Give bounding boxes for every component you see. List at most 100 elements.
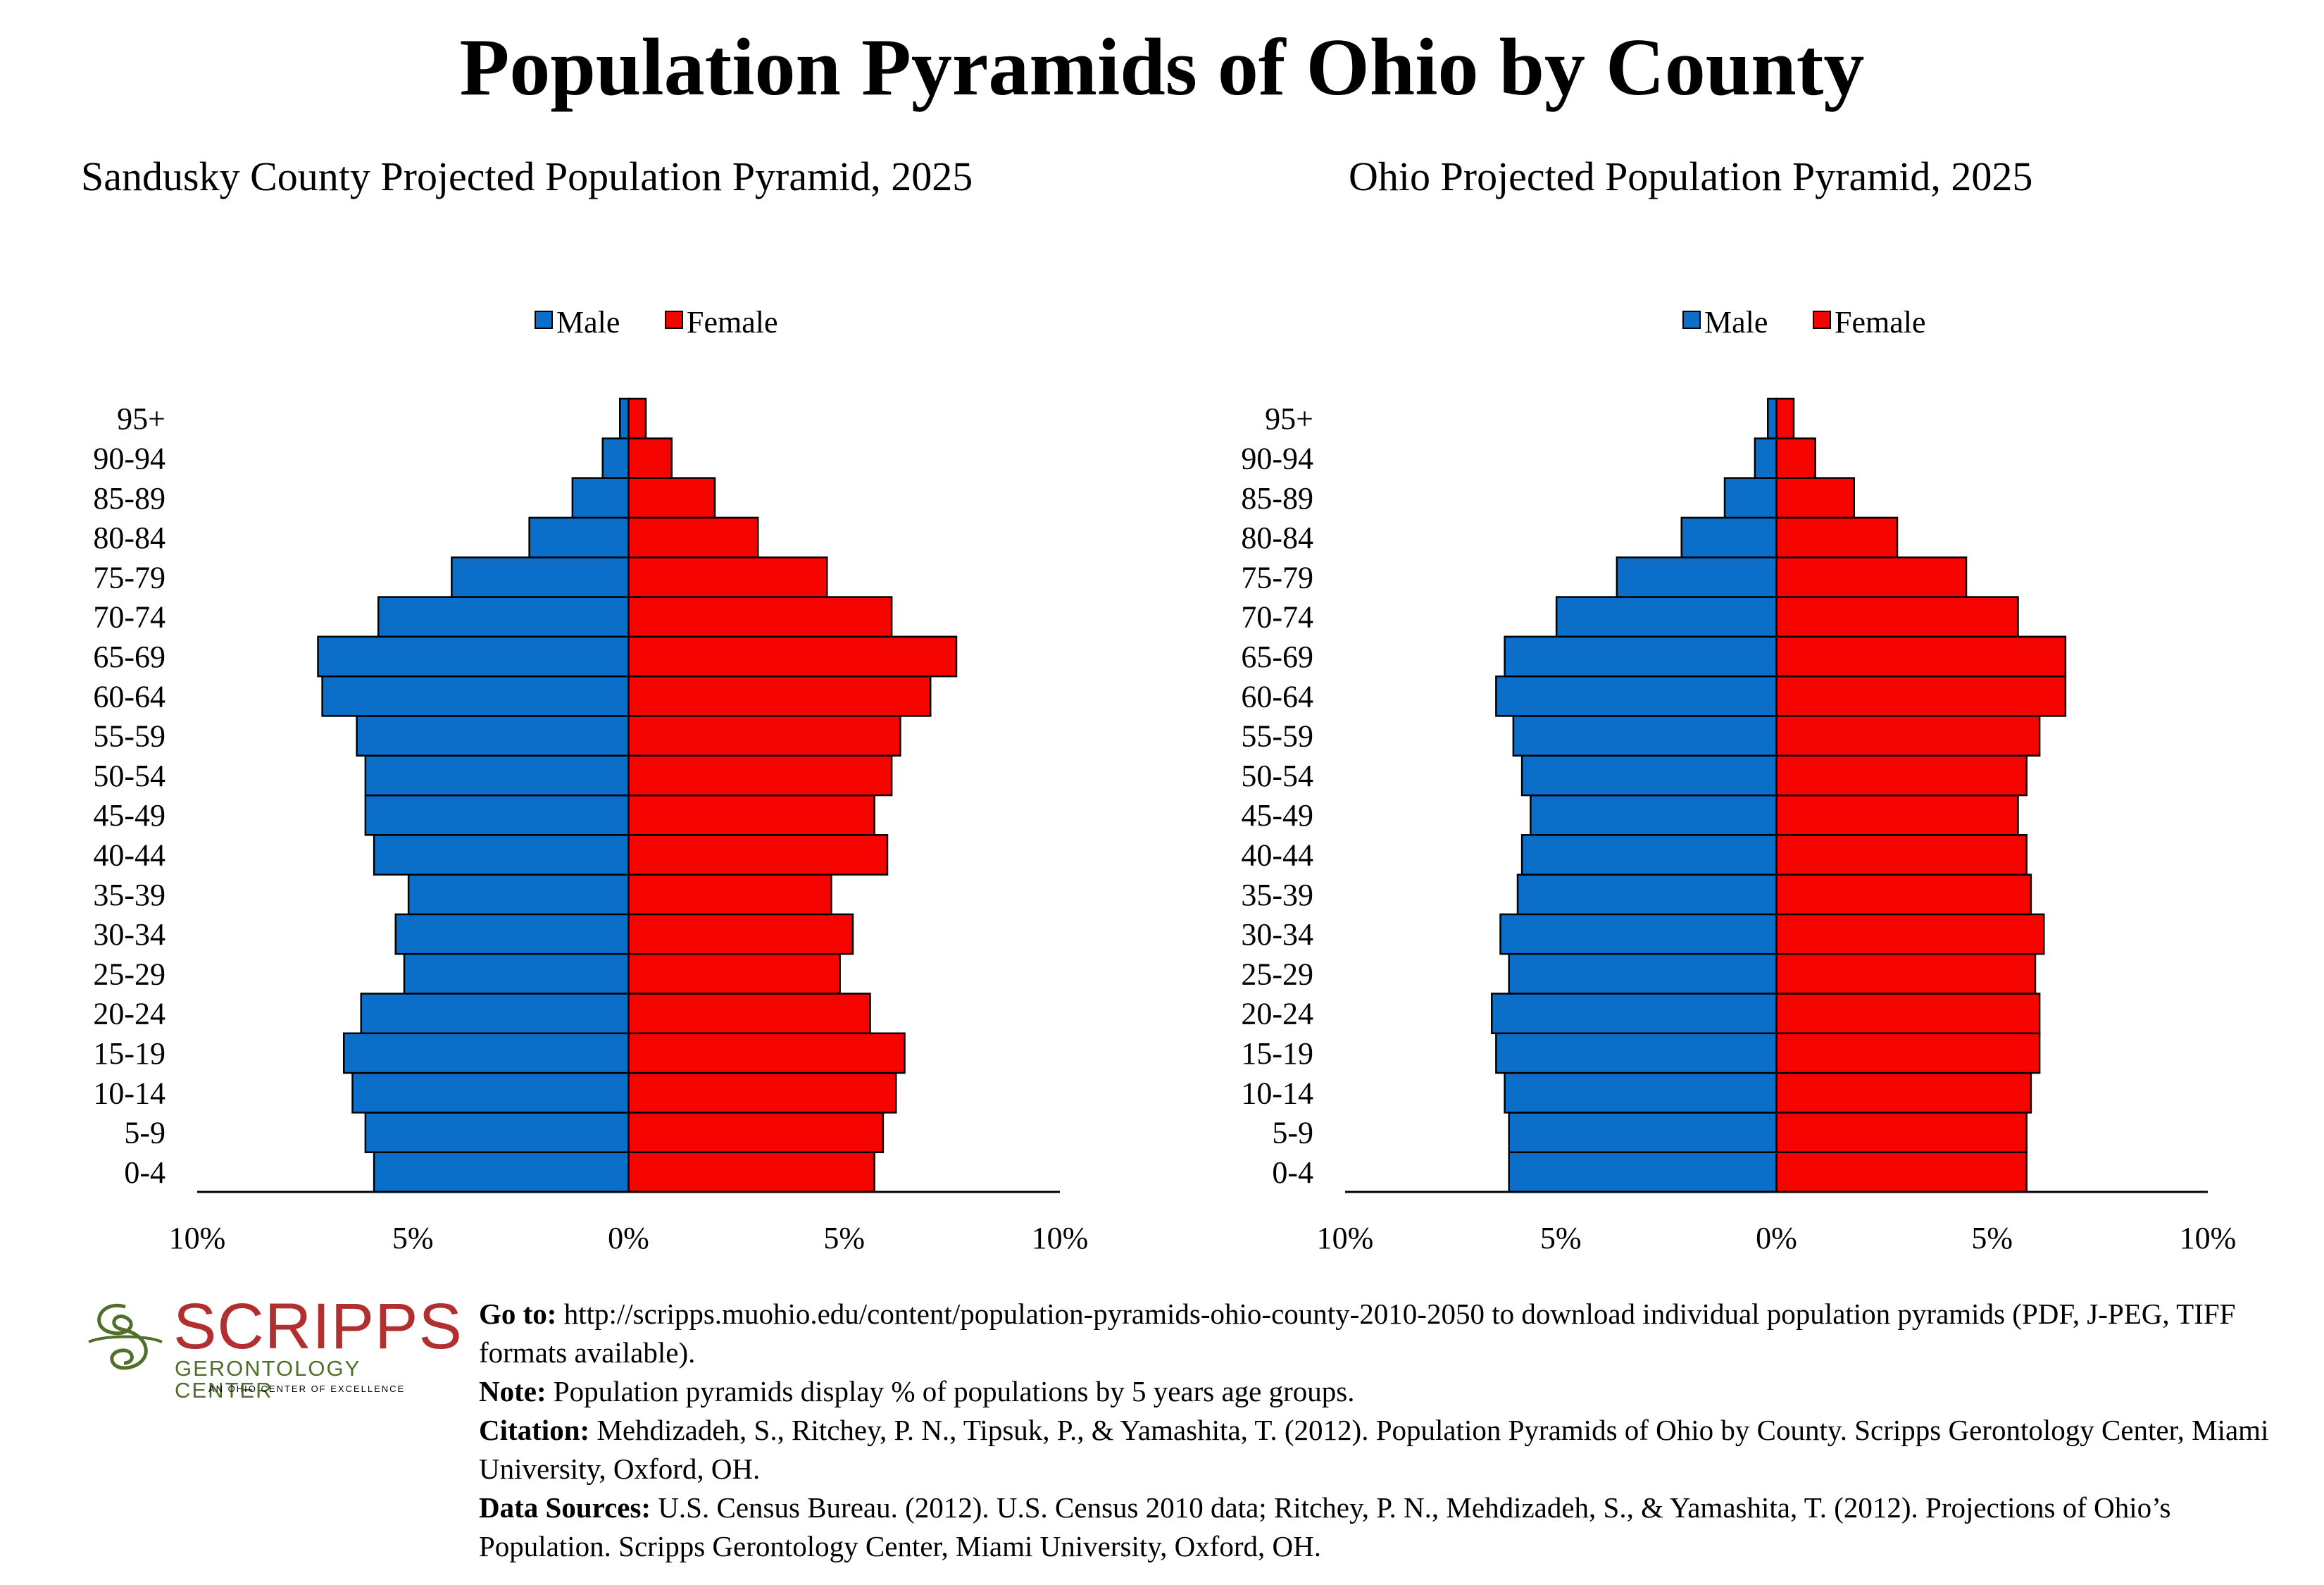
legend-male-label: Male: [1704, 305, 1768, 340]
sources-text: U.S. Census Bureau. (2012). U.S. Census …: [479, 1491, 2171, 1562]
footer-notes: Go to: http://scripps.muohio.edu/content…: [479, 1295, 2310, 1566]
male-bar: [403, 952, 630, 995]
male-bar: [343, 1032, 630, 1074]
logo-wordmark: SCRIPPS: [173, 1291, 463, 1362]
female-bar: [627, 635, 958, 678]
female-bar: [627, 913, 854, 955]
male-bar: [317, 635, 630, 678]
charts-canvas: Sandusky County Projected Population Pyr…: [81, 154, 2237, 1255]
age-group-label: 25-29: [1241, 957, 1313, 991]
x-tick-label: 10%: [1317, 1221, 1374, 1255]
female-bar: [627, 1071, 897, 1114]
age-group-label: 15-19: [1241, 1036, 1313, 1071]
male-bar: [394, 913, 630, 955]
age-group-label: 0-4: [1272, 1155, 1313, 1190]
female-bar: [1775, 874, 2032, 916]
legend-female-label: Female: [1835, 305, 1926, 340]
female-bar: [627, 556, 828, 598]
age-group-label: 50-54: [93, 759, 165, 793]
age-group-label: 25-29: [93, 957, 165, 991]
female-bar: [1775, 437, 1816, 479]
female-bar: [627, 1151, 875, 1193]
footer-sources: Data Sources: U.S. Census Bureau. (2012)…: [479, 1488, 2310, 1566]
male-bar: [1530, 794, 1778, 836]
male-bar: [1520, 834, 1778, 876]
male-bar: [1499, 913, 1778, 955]
x-tick-label: 0%: [1756, 1221, 1797, 1255]
age-group-label: 60-64: [1241, 679, 1313, 714]
legend-female-label: Female: [687, 305, 778, 340]
female-bar: [1775, 715, 2041, 757]
age-group-label: 5-9: [124, 1116, 165, 1150]
age-group-label: 65-69: [93, 640, 165, 674]
age-group-label: 70-74: [1241, 600, 1313, 635]
age-group-label: 80-84: [1241, 521, 1313, 555]
age-group-label: 55-59: [93, 719, 165, 754]
goto-label: Go to:: [479, 1298, 557, 1330]
age-group-label: 60-64: [93, 679, 165, 714]
male-bar: [364, 794, 630, 836]
male-bar: [373, 1151, 630, 1193]
age-group-label: 10-14: [93, 1076, 165, 1110]
female-bar: [627, 952, 841, 995]
female-bar: [627, 874, 832, 916]
male-bar: [1512, 715, 1778, 757]
male-bar: [377, 596, 630, 638]
x-tick-label: 10%: [169, 1221, 226, 1255]
age-group-label: 75-79: [93, 560, 165, 595]
goto-text: http://scripps.muohio.edu/content/popula…: [479, 1298, 2236, 1369]
female-bar: [1775, 754, 2028, 797]
age-group-label: 15-19: [93, 1036, 165, 1071]
age-group-label: 85-89: [93, 481, 165, 516]
male-bar: [360, 993, 630, 1035]
page-title: Population Pyramids of Ohio by County: [459, 23, 1865, 113]
female-bar: [1775, 952, 2037, 995]
male-bar: [1516, 874, 1778, 916]
female-bar: [1775, 1112, 2028, 1153]
scripps-logo: SCRIPPS GERONTOLOGY CENTER AN OHIO CENTE…: [83, 1291, 463, 1401]
x-tick-label: 10%: [2180, 1221, 2237, 1255]
female-bar: [1775, 834, 2028, 876]
female-bar: [627, 834, 889, 876]
female-bar: [627, 715, 901, 757]
age-group-label: 20-24: [1241, 997, 1313, 1031]
x-tick-label: 10%: [1032, 1221, 1089, 1255]
female-bar: [627, 993, 871, 1035]
age-group-label: 20-24: [93, 997, 165, 1031]
female-bar: [1775, 556, 1968, 598]
female-bar: [1775, 794, 2019, 836]
male-bar: [407, 874, 630, 916]
female-bar: [1775, 635, 2067, 678]
male-bar: [571, 477, 630, 519]
female-bar: [1775, 1032, 2041, 1074]
x-tick-label: 5%: [1971, 1221, 2013, 1255]
male-bar: [1767, 397, 1778, 440]
female-bar: [627, 794, 875, 836]
female-bar: [627, 437, 673, 479]
female-bar: [1775, 477, 1855, 519]
legend-female-swatch: [665, 311, 683, 329]
age-group-label: 65-69: [1241, 640, 1313, 674]
footer-note: Note: Population pyramids display % of p…: [479, 1372, 2310, 1411]
male-bar: [528, 516, 630, 559]
male-bar: [1723, 477, 1778, 519]
male-bar: [1754, 437, 1778, 479]
female-bar: [627, 516, 759, 559]
male-bar: [1680, 516, 1778, 559]
female-bar: [1775, 675, 2067, 717]
footer-goto: Go to: http://scripps.muohio.edu/content…: [479, 1295, 2310, 1372]
male-bar: [1495, 675, 1778, 717]
x-tick-label: 5%: [392, 1221, 434, 1255]
age-group-label: 50-54: [1241, 759, 1313, 793]
age-group-label: 90-94: [1241, 441, 1313, 476]
legend-male-label: Male: [556, 305, 620, 340]
citation-text: Mehdizadeh, S., Ritchey, P. N., Tipsuk, …: [479, 1414, 2269, 1485]
legend-male-swatch: [1682, 311, 1701, 329]
male-bar: [619, 397, 630, 440]
male-bar: [1616, 556, 1778, 598]
citation-label: Citation:: [479, 1414, 590, 1446]
chart-title-1: Sandusky County Projected Population Pyr…: [81, 154, 973, 199]
note-label: Note:: [479, 1375, 546, 1407]
age-group-label: 80-84: [93, 521, 165, 555]
male-bar: [351, 1071, 630, 1114]
